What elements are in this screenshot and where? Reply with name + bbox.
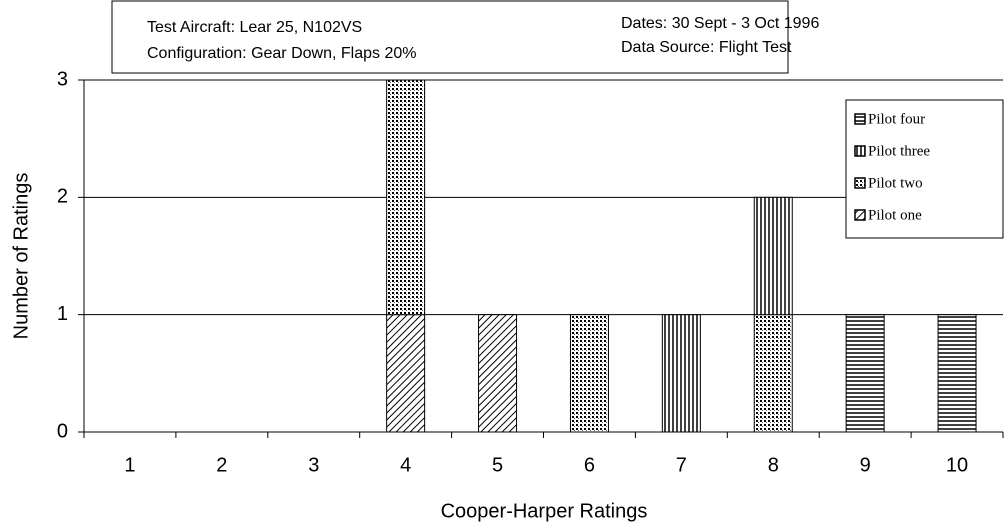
legend-label: Pilot one [868, 207, 922, 223]
x-tick-label: 1 [124, 454, 135, 476]
annotation: Data Source: Flight Test [621, 39, 792, 56]
x-tick-label: 10 [946, 454, 968, 476]
annotation: Dates: 30 Sept - 3 Oct 1996 [621, 15, 819, 32]
x-tick-label: 2 [216, 454, 227, 476]
legend-swatch [854, 145, 866, 157]
bar [845, 314, 885, 433]
bar [386, 79, 426, 316]
bar [753, 314, 793, 433]
bar [569, 314, 609, 433]
bar [753, 196, 793, 316]
bar [661, 314, 701, 433]
legend-box [845, 99, 1004, 239]
legend-label: Pilot four [868, 111, 925, 127]
x-tick-label: 5 [492, 454, 503, 476]
legend-label: Pilot three [868, 143, 930, 159]
y-tick-label: 2 [57, 186, 68, 208]
x-tick-label: 3 [308, 454, 319, 476]
legend-swatch [854, 113, 866, 125]
x-tick-label: 9 [860, 454, 871, 476]
y-tick-label: 0 [57, 420, 68, 442]
y-tick-label: 3 [57, 68, 68, 90]
y-tick-label: 1 [57, 303, 68, 325]
annotation: Test Aircraft: Lear 25, N102VS [147, 19, 362, 36]
header-box [111, 0, 789, 74]
x-axis-label: Cooper-Harper Ratings [441, 500, 648, 522]
bar [386, 314, 426, 433]
x-tick-label: 6 [584, 454, 595, 476]
legend-swatch [854, 177, 866, 189]
bar [478, 314, 518, 433]
legend-swatch [854, 209, 866, 221]
x-tick-label: 4 [400, 454, 411, 476]
legend-label: Pilot two [868, 175, 923, 191]
bar [937, 314, 977, 433]
x-tick-label: 7 [676, 454, 687, 476]
annotation: Configuration: Gear Down, Flaps 20% [147, 45, 416, 62]
x-tick-label: 8 [768, 454, 779, 476]
y-axis-label: Number of Ratings [10, 173, 32, 340]
